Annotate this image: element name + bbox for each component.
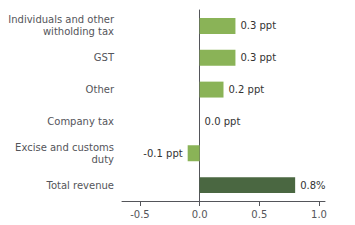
svg-text:Other: Other [86, 84, 115, 95]
svg-text:0.5: 0.5 [251, 209, 267, 220]
svg-text:0.2 ppt: 0.2 ppt [229, 84, 265, 95]
svg-text:0.0: 0.0 [192, 209, 208, 220]
svg-text:Total revenue: Total revenue [46, 180, 114, 191]
svg-text:0.0 ppt: 0.0 ppt [205, 116, 241, 127]
svg-text:Excise and customs: Excise and customs [15, 142, 114, 153]
svg-text:0.3 ppt: 0.3 ppt [240, 20, 276, 31]
svg-text:-0.1 ppt: -0.1 ppt [143, 148, 182, 159]
svg-text:GST: GST [94, 52, 115, 63]
svg-text:Company tax: Company tax [47, 116, 114, 127]
svg-text:-0.5: -0.5 [130, 209, 150, 220]
svg-text:1.0: 1.0 [311, 209, 327, 220]
svg-text:witholding tax: witholding tax [43, 26, 114, 37]
svg-text:Individuals and other: Individuals and other [8, 14, 115, 25]
svg-text:duty: duty [91, 154, 114, 165]
svg-text:0.8%: 0.8% [300, 180, 325, 191]
svg-text:0.3 ppt: 0.3 ppt [240, 52, 276, 63]
